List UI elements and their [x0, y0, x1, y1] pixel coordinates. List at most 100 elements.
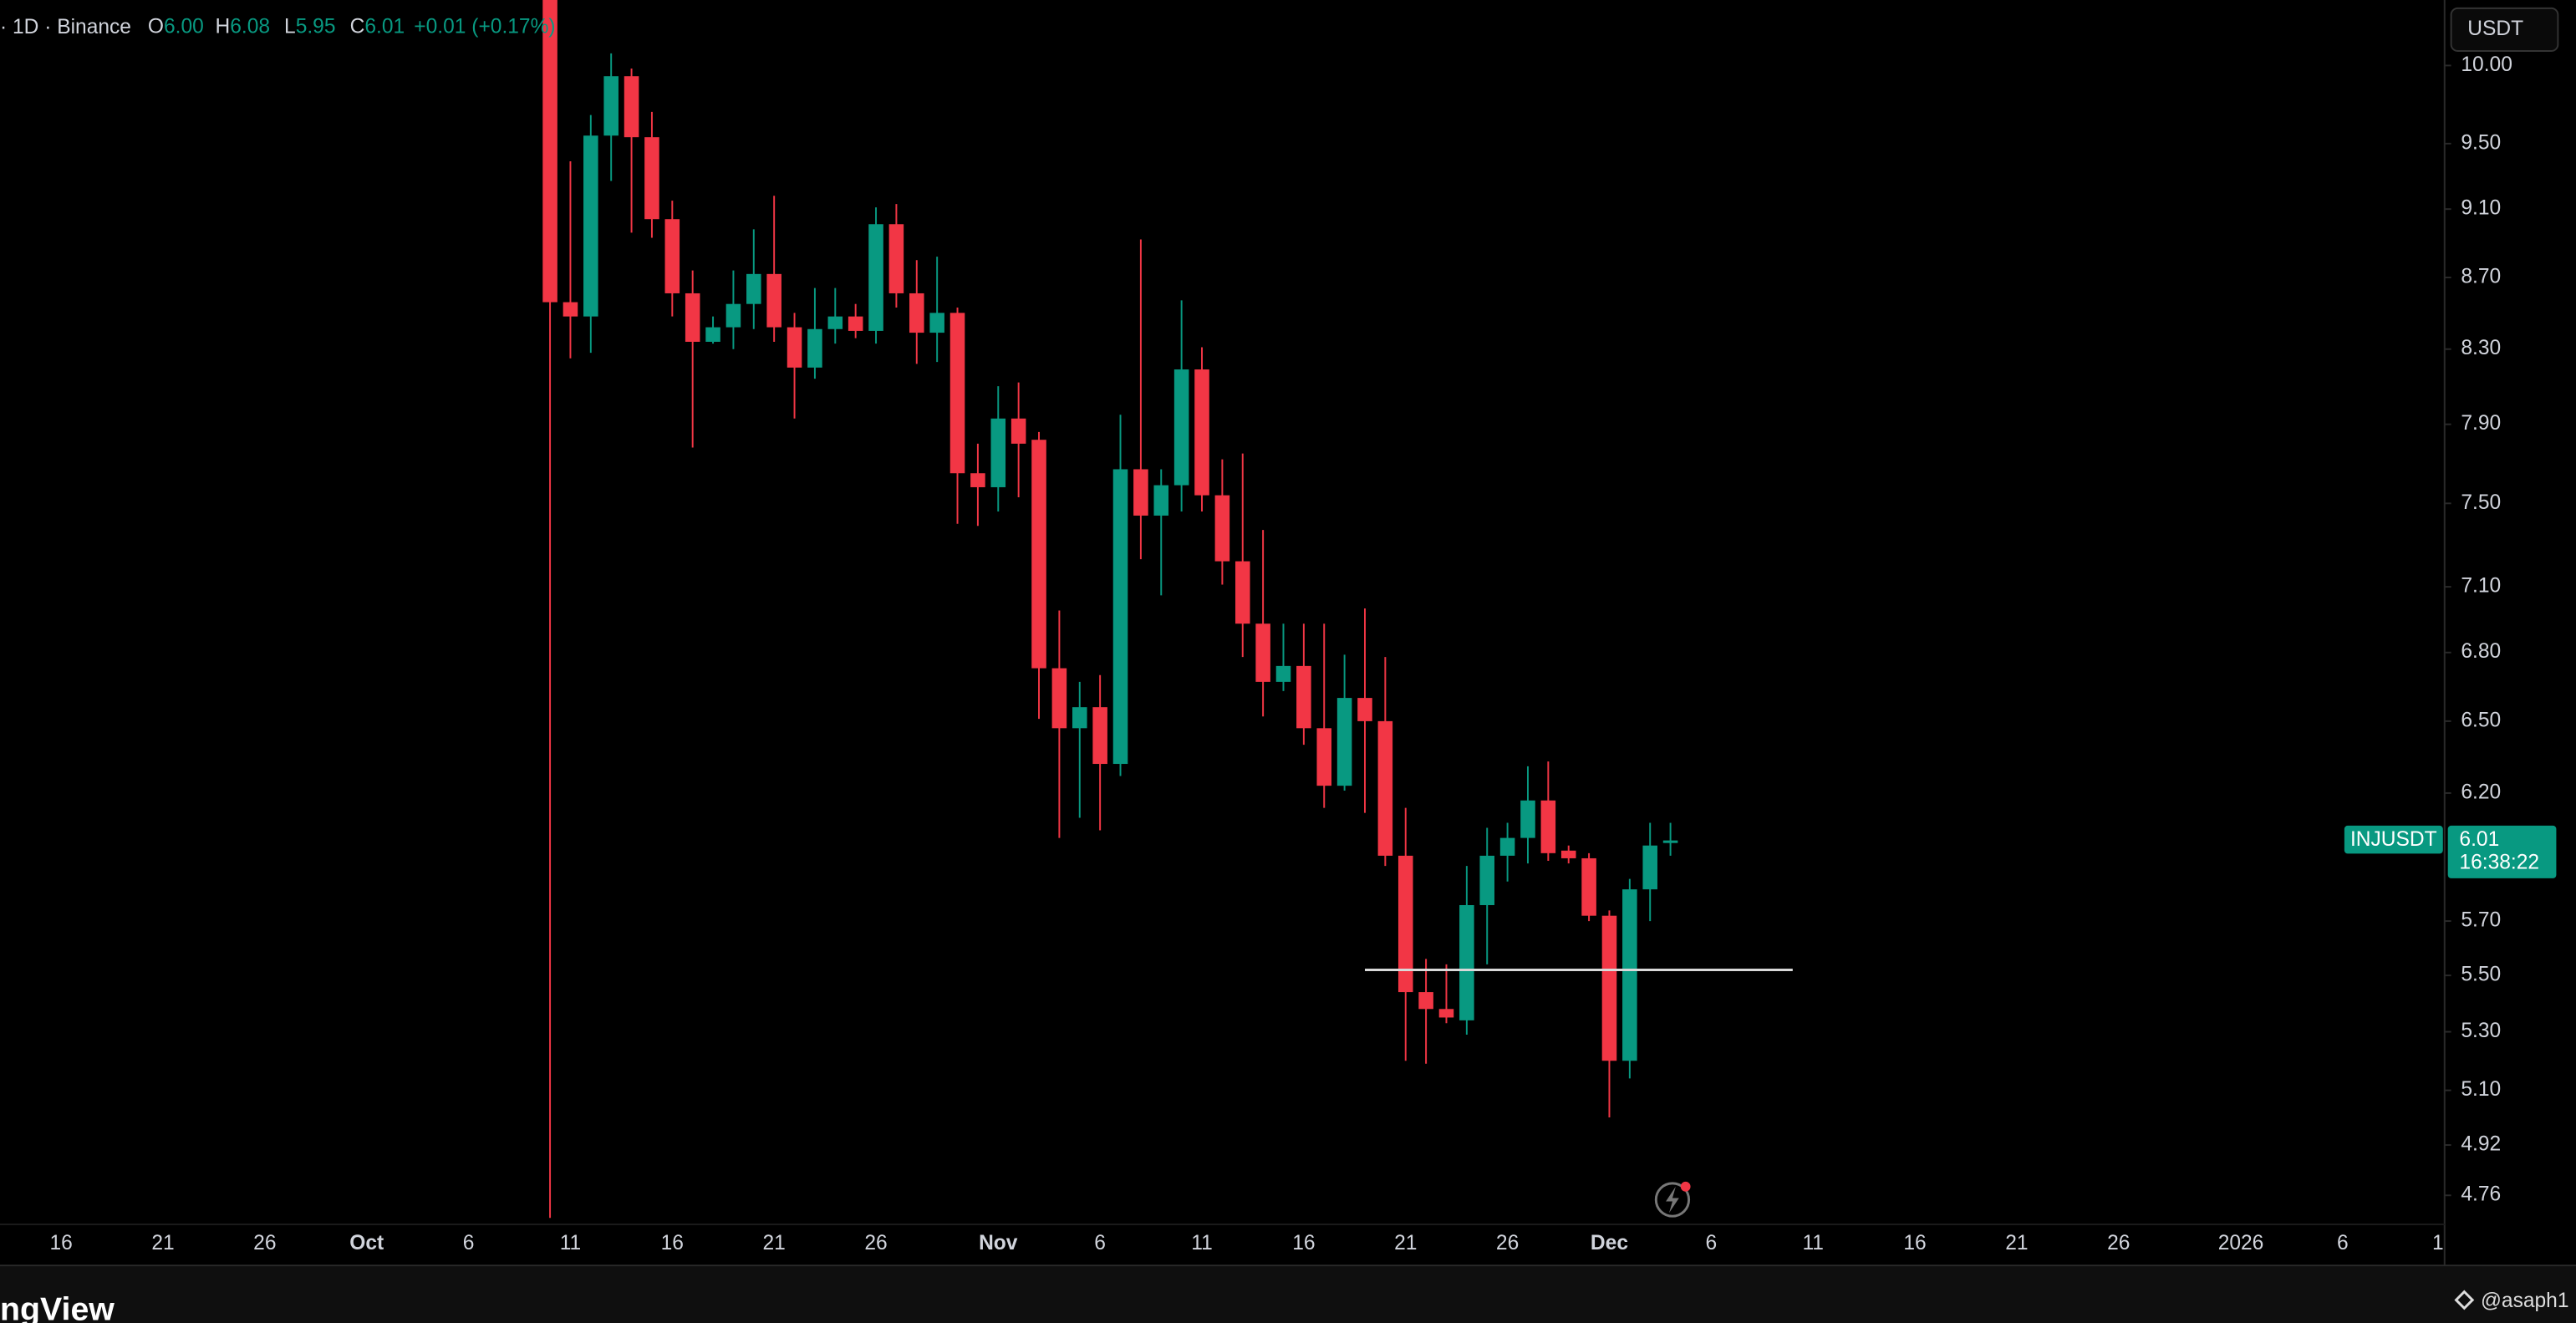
x-tick-label: 16 [1292, 1232, 1315, 1254]
candle-body [807, 328, 822, 368]
candle-body [1459, 904, 1474, 1020]
watermark: @asaph1 [2481, 1290, 2569, 1312]
y-tick-label: 6.20 [2461, 781, 2501, 803]
x-tick-label: 16 [661, 1232, 684, 1254]
candle-body [990, 418, 1006, 487]
y-tick-label: 6.80 [2461, 640, 2501, 663]
ohlc-value: 6.08 [230, 16, 270, 38]
x-tick-label: 6 [463, 1232, 475, 1254]
x-tick-label: 26 [2107, 1232, 2130, 1254]
candle-body [1011, 418, 1026, 444]
candle-body [1479, 855, 1495, 905]
candle-body [563, 302, 578, 317]
x-tick-label: Dec [1591, 1232, 1628, 1254]
x-tick-label: 6 [2337, 1232, 2349, 1254]
last-price-label [2447, 825, 2557, 878]
symbol-tag [2344, 825, 2443, 854]
x-tick-label: 6 [1705, 1232, 1717, 1254]
x-tick-label: 16 [1903, 1232, 1926, 1254]
symbol-tag-label: INJUSDT [2350, 828, 2437, 851]
candle-body [1662, 840, 1678, 843]
x-tick-label: 21 [763, 1232, 786, 1254]
x-tick-label: Nov [979, 1232, 1018, 1254]
candle-body [1255, 623, 1270, 682]
y-tick-label: 5.30 [2461, 1020, 2501, 1042]
logo: ngView [0, 1291, 115, 1323]
change: +0.01 (+0.17%) [414, 16, 555, 38]
lightning-icon[interactable] [1654, 1181, 1691, 1218]
candle-body [1051, 668, 1067, 729]
y-tick-label: 7.50 [2461, 491, 2501, 514]
ohlc-value: 6.00 [164, 16, 204, 38]
y-tick-label: 5.50 [2461, 964, 2501, 986]
candle-body [664, 219, 680, 293]
watermark-icon [2454, 1290, 2475, 1310]
candle-body [1540, 800, 1556, 853]
candle-body [766, 273, 781, 328]
y-tick-label: 8.30 [2461, 337, 2501, 359]
ohlc-label: H [215, 16, 230, 38]
candle-body [1112, 469, 1128, 765]
x-tick-label: 26 [1496, 1232, 1519, 1254]
candle-body [746, 273, 761, 304]
candle-body [909, 293, 924, 333]
candle-body [1622, 889, 1637, 1061]
candle-body [603, 76, 619, 136]
x-tick-label: 16 [49, 1232, 72, 1254]
candle-body [1499, 837, 1515, 856]
candle-body [1133, 469, 1148, 516]
candle-body [1316, 728, 1332, 786]
candle-body [1397, 855, 1413, 993]
x-tick-label: 21 [2005, 1232, 2028, 1254]
ohlc-value: 5.95 [296, 16, 336, 38]
candle-body [1072, 707, 1087, 729]
currency-button-label[interactable]: USDT [2467, 18, 2523, 40]
candle-body [949, 313, 965, 474]
x-tick-label: Oct [349, 1232, 384, 1254]
candle-body [888, 224, 904, 293]
candle-body [827, 316, 843, 329]
x-tick-label: 6 [1094, 1232, 1106, 1254]
candle-body [1092, 707, 1107, 765]
candle-body [1296, 665, 1311, 729]
x-tick-label: 2026 [2218, 1232, 2264, 1254]
x-tick-label: 1 [2432, 1232, 2444, 1254]
candle-body [1194, 369, 1209, 496]
plot-area [542, 0, 1793, 1219]
y-tick-label: 4.76 [2461, 1183, 2501, 1206]
x-tick-label: 26 [864, 1232, 887, 1254]
candle-body [1336, 698, 1352, 786]
candle-body [705, 327, 720, 342]
x-tick-label: 26 [253, 1232, 276, 1254]
candle-body [1560, 850, 1576, 858]
candle-body [725, 303, 741, 328]
legend-ohlc: O6.00 H6.08 L5.95 C6.01 +0.01 (+0.17%) [148, 16, 556, 38]
candle-body [787, 327, 802, 368]
x-tick-label: 11 [1802, 1232, 1823, 1254]
candle-body [542, 0, 557, 303]
candle-body [1520, 800, 1535, 838]
x-tick-label: 21 [151, 1232, 174, 1254]
candle-body [1601, 915, 1617, 1061]
y-tick-label: 7.90 [2461, 412, 2501, 435]
y-tick-label: 4.92 [2461, 1133, 2501, 1156]
ohlc-label: L [284, 16, 296, 38]
y-tick-label: 5.10 [2461, 1078, 2501, 1101]
candle-body [1214, 495, 1230, 562]
x-tick-label: 11 [560, 1232, 581, 1254]
candle-body [583, 135, 598, 317]
y-tick-label: 10.00 [2461, 53, 2512, 76]
ohlc-value: 6.01 [364, 16, 405, 38]
candle-body [848, 316, 863, 331]
y-tick-label: 6.50 [2461, 709, 2501, 731]
candle-body [1031, 440, 1046, 669]
candle-body [1642, 845, 1657, 890]
candle-body [1418, 992, 1433, 1010]
candle-body [644, 137, 659, 220]
candle-body [1581, 857, 1596, 916]
x-tick-label: 21 [1394, 1232, 1417, 1254]
currency-button[interactable] [2450, 7, 2559, 52]
candle-body [1357, 698, 1372, 721]
